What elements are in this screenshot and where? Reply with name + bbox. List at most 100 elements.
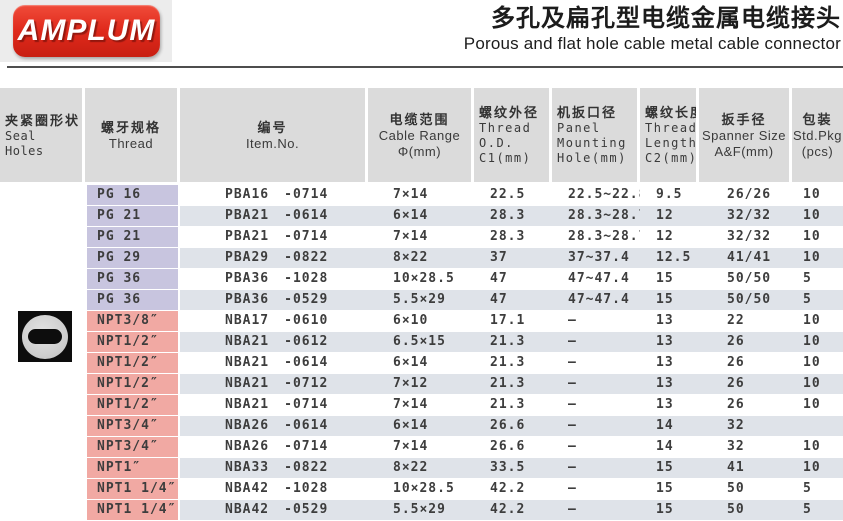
thread-od-cell: 28.3 bbox=[474, 206, 552, 226]
seal-holes-cell bbox=[0, 416, 85, 436]
spanner-size-cell: 50/50 bbox=[699, 269, 792, 289]
panel-hole-cell: – bbox=[552, 311, 640, 331]
cable-range-cell: 6×14 bbox=[368, 416, 474, 436]
page-title-block: 多孔及扁孔型电缆金属电缆接头 Porous and flat hole cabl… bbox=[464, 4, 841, 54]
thread-cell: PG 29 bbox=[85, 248, 180, 268]
item-no-prefix: PBA16 bbox=[225, 187, 270, 202]
thread-od-cell: 47 bbox=[474, 290, 552, 310]
item-no-prefix: PBA36 bbox=[225, 292, 270, 307]
thread-length-cell: 12 bbox=[640, 206, 699, 226]
amplum-logo: AMPLUM bbox=[13, 5, 160, 57]
seal-holes-cell bbox=[0, 437, 85, 457]
item-no-suffix: -0529 bbox=[284, 502, 329, 517]
panel-hole-cell: 28.3~28.7 bbox=[552, 227, 646, 247]
seal-disc bbox=[22, 314, 68, 359]
item-no-suffix: -0614 bbox=[284, 418, 329, 433]
cable-range-cell: 7×14 bbox=[368, 395, 474, 415]
table-row: PG 36 PBA36 -1028 10×28.5 47 47~47.4 15 … bbox=[0, 269, 843, 289]
item-no-prefix: NBA42 bbox=[225, 502, 270, 517]
seal-holes-cell bbox=[0, 206, 85, 226]
item-no-suffix: -0822 bbox=[284, 460, 329, 475]
cable-range-cell: 7×14 bbox=[368, 227, 474, 247]
col-header-cable-range-zh: 电缆范围 bbox=[389, 111, 450, 127]
table-row: PG 21 PBA21 -0714 7×14 28.3 28.3~28.7 12… bbox=[0, 227, 843, 247]
item-no-prefix: PBA29 bbox=[225, 250, 270, 265]
thread-od-cell: 26.6 bbox=[474, 437, 552, 457]
item-no-suffix: -0610 bbox=[284, 313, 329, 328]
thread-cell: NPT3/4″ bbox=[85, 416, 180, 436]
product-spec-table: 夹紧圈形状 Seal Holes 螺牙规格 Thread 编号 Item.No.… bbox=[0, 88, 843, 521]
thread-cell: PG 21 bbox=[85, 227, 180, 247]
item-no-cell: NBA21 -0614 bbox=[180, 353, 368, 373]
std-pkg-cell: 10 bbox=[792, 185, 843, 205]
table-row: NPT1/2″ NBA21 -0614 6×14 21.3 – 13 26 10 bbox=[0, 353, 843, 373]
item-no-cell: PBA36 -0529 bbox=[180, 290, 368, 310]
cable-range-cell: 6×10 bbox=[368, 311, 474, 331]
spanner-size-cell: 32/32 bbox=[699, 227, 792, 247]
spanner-size-cell: 26 bbox=[699, 332, 792, 352]
panel-hole-cell: 22.5~22.8 bbox=[552, 185, 646, 205]
seal-holes-cell bbox=[0, 479, 85, 499]
cable-range-cell: 7×14 bbox=[368, 437, 474, 457]
col-header-seal-holes: 夹紧圈形状 Seal Holes bbox=[0, 88, 85, 182]
table-header-row: 夹紧圈形状 Seal Holes 螺牙规格 Thread 编号 Item.No.… bbox=[0, 88, 843, 182]
seal-holes-cell bbox=[0, 290, 85, 310]
cable-range-cell: 7×14 bbox=[368, 185, 474, 205]
thread-cell: PG 21 bbox=[85, 206, 180, 226]
thread-cell: NPT3/4″ bbox=[85, 437, 180, 457]
panel-hole-cell: – bbox=[552, 458, 640, 478]
col-header-panel-hole-en: Panel Mounting Hole(mm) bbox=[557, 121, 627, 165]
spanner-size-cell: 50 bbox=[699, 479, 792, 499]
std-pkg-cell: 5 bbox=[792, 269, 843, 289]
table-row: PG 16 PBA16 -0714 7×14 22.5 22.5~22.8 9.… bbox=[0, 185, 843, 205]
col-header-thread-length-en: Thread Length C2(mm) bbox=[645, 121, 698, 165]
std-pkg-cell: 10 bbox=[792, 353, 843, 373]
table-row: NPT3/8″ NBA17 -0610 6×10 17.1 – 13 22 10 bbox=[0, 311, 843, 331]
item-no-prefix: PBA36 bbox=[225, 271, 270, 286]
thread-od-cell: 33.5 bbox=[474, 458, 552, 478]
col-header-item-no: 编号 Item.No. bbox=[180, 88, 368, 182]
panel-hole-cell: – bbox=[552, 395, 640, 415]
table-row: NPT1/2″ NBA21 -0612 6.5×15 21.3 – 13 26 … bbox=[0, 332, 843, 352]
spanner-size-cell: 32/32 bbox=[699, 206, 792, 226]
col-header-panel-hole: 机扳口径 Panel Mounting Hole(mm) bbox=[552, 88, 640, 182]
col-header-thread-od-en: Thread O.D. C1(mm) bbox=[479, 121, 532, 165]
thread-od-cell: 42.2 bbox=[474, 500, 552, 520]
thread-od-cell: 17.1 bbox=[474, 311, 552, 331]
thread-length-cell: 15 bbox=[640, 269, 699, 289]
item-no-prefix: NBA21 bbox=[225, 334, 270, 349]
std-pkg-cell: 10 bbox=[792, 311, 843, 331]
table-row: NPT1 1/4″ NBA42 -0529 5.5×29 42.2 – 15 5… bbox=[0, 500, 843, 520]
col-header-std-pkg-zh: 包装 bbox=[802, 111, 833, 127]
item-no-prefix: NBA26 bbox=[225, 418, 270, 433]
thread-od-cell: 22.5 bbox=[474, 185, 552, 205]
col-header-cable-range: 电缆范围 Cable Range Φ(mm) bbox=[368, 88, 474, 182]
panel-hole-cell: – bbox=[552, 416, 640, 436]
item-no-prefix: NBA26 bbox=[225, 439, 270, 454]
item-no-cell: NBA26 -0714 bbox=[180, 437, 368, 457]
thread-length-cell: 15 bbox=[640, 290, 699, 310]
thread-od-cell: 26.6 bbox=[474, 416, 552, 436]
std-pkg-cell: 5 bbox=[792, 500, 843, 520]
item-no-prefix: NBA33 bbox=[225, 460, 270, 475]
thread-cell: NPT1 1/4″ bbox=[85, 500, 180, 520]
spanner-size-cell: 50 bbox=[699, 500, 792, 520]
thread-length-cell: 13 bbox=[640, 353, 699, 373]
item-no-suffix: -0614 bbox=[284, 208, 329, 223]
thread-od-cell: 47 bbox=[474, 269, 552, 289]
thread-od-cell: 37 bbox=[474, 248, 552, 268]
thread-cell: NPT1/2″ bbox=[85, 374, 180, 394]
col-header-thread-od: 螺纹外径 Thread O.D. C1(mm) bbox=[474, 88, 552, 182]
std-pkg-cell: 10 bbox=[792, 458, 843, 478]
panel-hole-cell: – bbox=[552, 353, 640, 373]
col-header-std-pkg-en: Std.Pkg (pcs) bbox=[792, 127, 843, 159]
item-no-prefix: NBA21 bbox=[225, 397, 270, 412]
item-no-suffix: -0714 bbox=[284, 187, 329, 202]
thread-cell: PG 36 bbox=[85, 290, 180, 310]
table-row: NPT1/2″ NBA21 -0714 7×14 21.3 – 13 26 10 bbox=[0, 395, 843, 415]
seal-holes-cell bbox=[0, 227, 85, 247]
std-pkg-cell: 10 bbox=[792, 227, 843, 247]
col-header-std-pkg: 包装 Std.Pkg (pcs) bbox=[792, 88, 843, 182]
item-no-cell: NBA42 -0529 bbox=[180, 500, 368, 520]
seal-holes-cell bbox=[0, 185, 85, 205]
